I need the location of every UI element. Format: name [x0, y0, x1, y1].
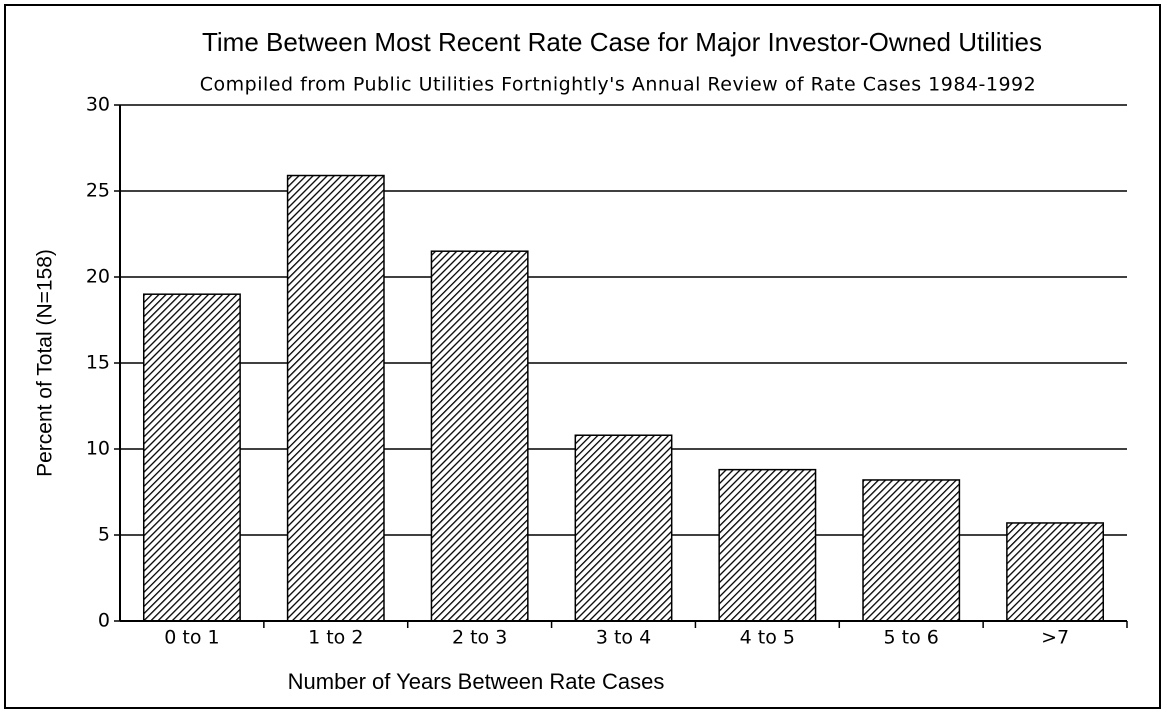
x-tick-label: 3 to 4: [596, 627, 651, 649]
bar: [430, 250, 529, 622]
x-axis-label: Number of Years Between Rate Cases: [288, 669, 665, 694]
x-tick-label: 4 to 5: [740, 627, 795, 649]
bar: [718, 468, 817, 622]
y-tick-label: 0: [98, 610, 110, 632]
frame: [4, 4, 1161, 709]
y-axis-label: Percent of Total (N=158): [34, 249, 57, 477]
y-tick-label: 25: [86, 180, 110, 202]
x-tick-label: >7: [1041, 627, 1069, 649]
y-tick-label: 10: [86, 438, 110, 460]
y-tick-label: 20: [86, 266, 110, 288]
x-tick-label: 0 to 1: [164, 627, 219, 649]
x-tick-label: 1 to 2: [308, 627, 363, 649]
bar: [1006, 522, 1105, 622]
bar: [142, 293, 241, 622]
chart-subtitle: Compiled from Public Utilities Fortnight…: [200, 74, 1036, 96]
x-tick-label: 2 to 3: [452, 627, 507, 649]
y-tick-label: 5: [98, 524, 110, 546]
chart-title: Time Between Most Recent Rate Case for M…: [202, 27, 1042, 57]
bar: [286, 174, 385, 622]
x-tick-label: 5 to 6: [884, 627, 939, 649]
bar: [862, 479, 961, 622]
bar: [574, 434, 673, 622]
y-tick-label: 30: [86, 94, 110, 116]
y-tick-label: 15: [86, 352, 110, 374]
